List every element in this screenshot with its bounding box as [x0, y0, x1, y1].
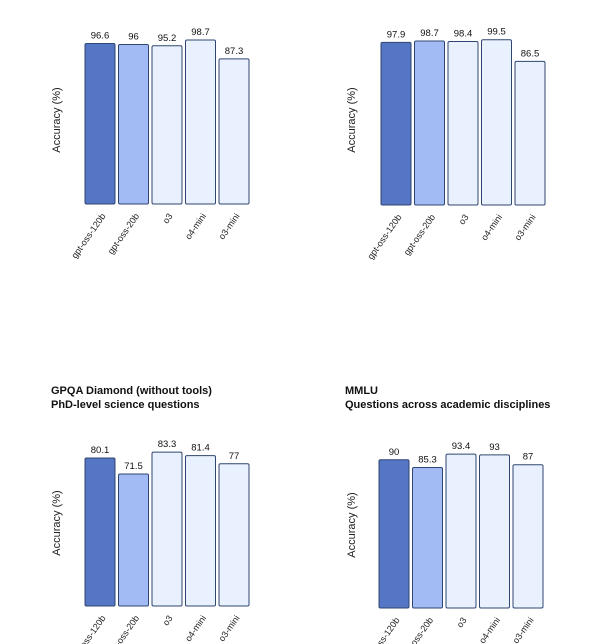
bar-gpt-oss-120b	[380, 41, 412, 206]
chart-4-subtitle: Questions across academic disciplines	[345, 399, 551, 411]
bar-o3-mini	[218, 58, 250, 205]
value-label: 71.5	[124, 461, 143, 472]
value-label: 87	[523, 452, 534, 463]
x-tick-label: o3	[455, 615, 469, 629]
bar-o3	[151, 451, 183, 607]
x-tick-label: o3-mini	[513, 212, 538, 242]
x-tick-label: gpt-oss-20b	[106, 211, 141, 256]
bar-gpt-oss-20b	[412, 467, 443, 609]
bar-o3-mini	[218, 463, 250, 607]
chart-panel-4: MMLU Questions across academic disciplin…	[345, 384, 592, 644]
value-label: 77	[229, 451, 240, 462]
value-label: 85.3	[418, 455, 437, 466]
chart-panel-1: Accuracy (%) 96.6 gpt-oss-120b 96 gpt-oss-20…	[50, 20, 310, 270]
x-tick-label: gpt-oss-120b	[69, 211, 107, 260]
bar-gpt-oss-120b	[84, 457, 116, 607]
bar-o3	[445, 453, 477, 609]
x-tick-label: gpt-oss-120b	[69, 613, 107, 644]
chart-panel-3: GPQA Diamond (without tools) PhD-level s…	[50, 384, 310, 644]
bar-o4-mini	[185, 39, 216, 205]
chart-3-subtitle: PhD-level science questions	[51, 399, 200, 411]
value-label: 95.2	[158, 33, 177, 44]
x-tick-label: gpt-oss-120b	[365, 212, 403, 261]
bar-o4-mini	[185, 455, 216, 607]
x-tick-label: o3	[161, 613, 175, 627]
value-label: 98.7	[420, 28, 439, 39]
bar-gpt-oss-120b	[378, 459, 410, 609]
x-tick-label: gpt-oss-20b	[106, 613, 141, 644]
bar-o4-mini	[479, 454, 510, 609]
value-label: 86.5	[521, 48, 540, 59]
value-label: 90	[389, 447, 400, 458]
bar-o4-mini	[481, 39, 512, 206]
value-label: 80.1	[91, 445, 110, 456]
x-tick-label: gpt-oss-20b	[402, 212, 437, 257]
chart-2-svg: Accuracy (%) 97.9 gpt-oss-120b 98.7 gpt-oss-…	[346, 27, 546, 261]
bar-o3-mini	[514, 60, 546, 206]
value-label: 98.4	[454, 29, 473, 40]
y-axis-label: Accuracy (%)	[346, 492, 358, 557]
bar-gpt-oss-20b	[414, 40, 445, 206]
x-tick-label: o3	[161, 211, 175, 225]
bar-gpt-oss-120b	[84, 42, 116, 205]
x-tick-label: o4-mini	[183, 211, 208, 241]
bar-o3	[151, 45, 183, 205]
chart-panel-2: Accuracy (%) 97.9 gpt-oss-120b 98.7 gpt-oss-…	[345, 20, 592, 270]
chart-3-title: GPQA Diamond (without tools)	[51, 385, 212, 397]
value-label: 96	[128, 31, 139, 42]
value-label: 96.6	[91, 30, 110, 41]
value-label: 81.4	[191, 443, 210, 454]
chart-3-svg: Accuracy (%) 80.1 gpt-oss-120b 71.5 gpt-oss-…	[51, 439, 250, 644]
x-tick-label: o4-mini	[183, 613, 208, 643]
y-axis-label: Accuracy (%)	[51, 490, 63, 555]
y-axis-label: Accuracy (%)	[51, 87, 63, 152]
chart-1-svg: Accuracy (%) 96.6 gpt-oss-120b 96 gpt-oss-20…	[51, 27, 250, 260]
y-axis-label: Accuracy (%)	[346, 87, 358, 152]
chart-4-svg: Accuracy (%)90gpt-oss-120b85.3gpt-oss-20…	[346, 441, 544, 644]
value-label: 87.3	[225, 46, 244, 57]
bar-gpt-oss-20b	[118, 43, 149, 205]
bar-gpt-oss-20b	[118, 473, 149, 607]
value-label: 93.4	[452, 441, 471, 452]
value-label: 99.5	[487, 27, 506, 38]
value-label: 83.3	[158, 439, 177, 450]
x-tick-label: o3	[457, 212, 471, 226]
x-tick-label: o3-mini	[217, 613, 242, 643]
value-label: 98.7	[191, 27, 210, 38]
value-label: 93	[489, 442, 500, 453]
x-tick-label: o4-mini	[479, 212, 504, 242]
bar-o3-mini	[512, 464, 544, 609]
bar-o3	[447, 41, 479, 206]
chart-4-title: MMLU	[345, 385, 378, 397]
value-label: 97.9	[387, 29, 406, 40]
x-tick-label: o3-mini	[217, 211, 242, 241]
